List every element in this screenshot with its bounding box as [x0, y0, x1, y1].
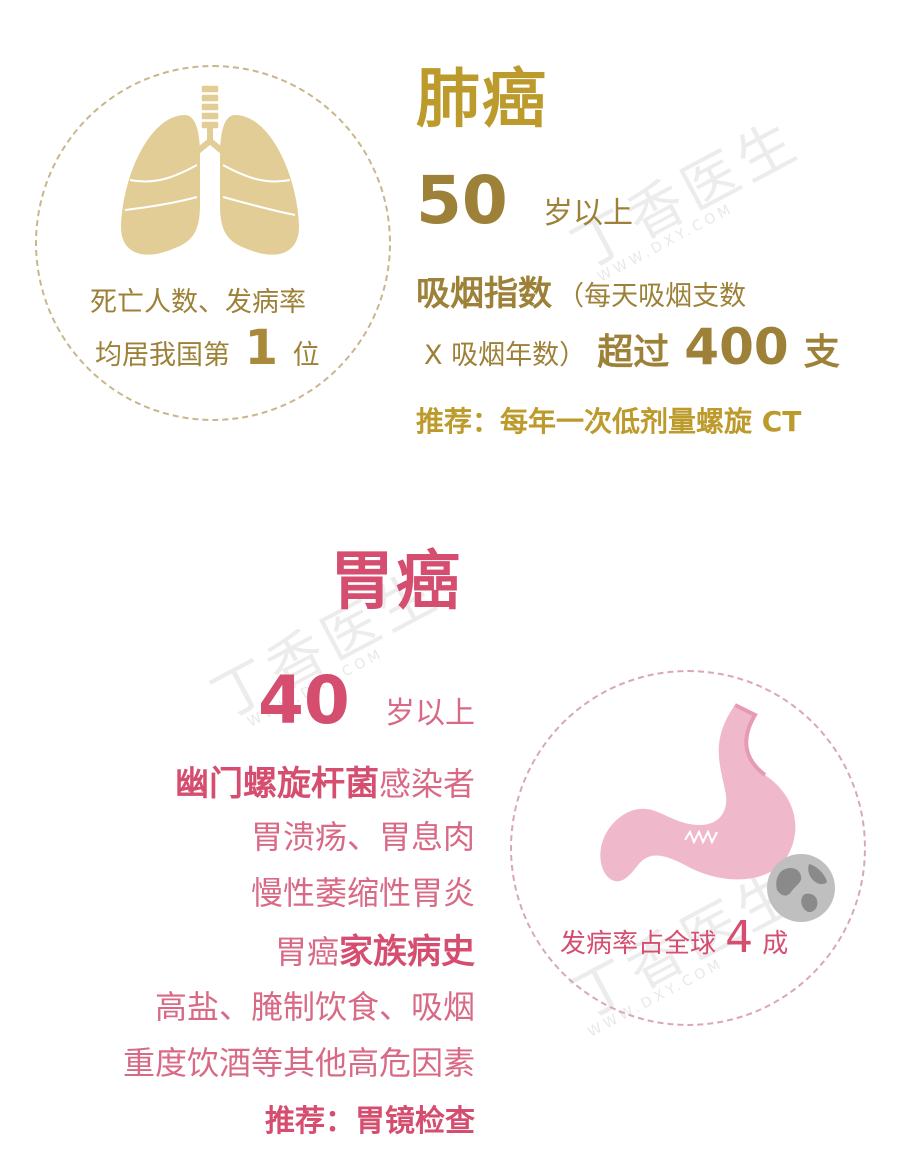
lung-circle-text-1: 死亡人数、发病率 [90, 287, 306, 318]
stomach-circle-text: 发病率占全球 4 成 [560, 912, 788, 963]
stomach-icon [600, 703, 796, 882]
stomach-info-circle [510, 670, 866, 1026]
lung-circle-text-2-prefix: 均居我国第 [95, 340, 230, 371]
stomach-age-text: 岁以上 [384, 696, 475, 731]
stomach-risk-6: 重度饮酒等其他高危因素 [122, 1044, 475, 1082]
stomach-age-number: 40 [258, 662, 350, 739]
stomach-risk-1-rest: 感染者 [378, 765, 475, 803]
lung-circle-text-2: 均居我国第 1 位 [95, 320, 320, 376]
lung-smoke-index-label: 吸烟指数 [416, 274, 552, 314]
lung-recommendation: 推荐：每年一次低剂量螺旋 CT [416, 405, 802, 438]
stomach-risk-4-bold: 家族病史 [339, 932, 475, 972]
stomach-risk-5: 高盐、腌制饮食、吸烟 [154, 988, 475, 1026]
lung-title: 肺癌 [416, 63, 548, 137]
stomach-risk-4-prefix: 胃癌 [274, 933, 339, 971]
stomach-title: 胃癌 [330, 545, 462, 619]
stomach-age-line: 40 岁以上 [258, 668, 475, 734]
stomach-circle-number: 4 [725, 912, 754, 963]
lung-age-line: 50 岁以上 [416, 168, 633, 234]
lung-age-text: 岁以上 [542, 196, 633, 231]
lung-over-unit: 支 [803, 332, 840, 373]
stomach-risk-4: 胃癌家族病史 [275, 924, 475, 973]
lung-over-label: 超过 [597, 332, 670, 373]
stomach-circle-label: 发病率占全球 [560, 929, 717, 959]
stomach-risk-1-bold: 幽门螺旋杆菌 [174, 764, 379, 804]
lung-rank-number: 1 [244, 320, 278, 376]
lung-smoke-index-note-2: X 吸烟年数） [424, 340, 587, 371]
lung-over-line: X 吸烟年数） 超过 400 支 [424, 322, 840, 375]
lung-age-number: 50 [416, 162, 508, 239]
stomach-recommendation: 推荐：胃镜检查 [265, 1104, 475, 1139]
lung-circle-text-2-suffix: 位 [292, 340, 320, 371]
stomach-risk-3: 慢性萎缩性胃炎 [250, 874, 475, 912]
stomach-circle-unit: 成 [762, 929, 789, 959]
stomach-risk-2: 胃溃疡、胃息肉 [250, 818, 475, 856]
stomach-risk-1: 幽门螺旋杆菌感染者 [175, 756, 475, 805]
lungs-icon [120, 85, 300, 255]
globe-icon [767, 854, 835, 922]
lung-over-number: 400 [684, 318, 789, 376]
lung-smoke-index-note-1: （每天吸烟支数 [557, 281, 747, 312]
lung-smoke-index-line: 吸烟指数 （每天吸烟支数 [416, 266, 746, 315]
lung-info-circle [35, 65, 391, 421]
